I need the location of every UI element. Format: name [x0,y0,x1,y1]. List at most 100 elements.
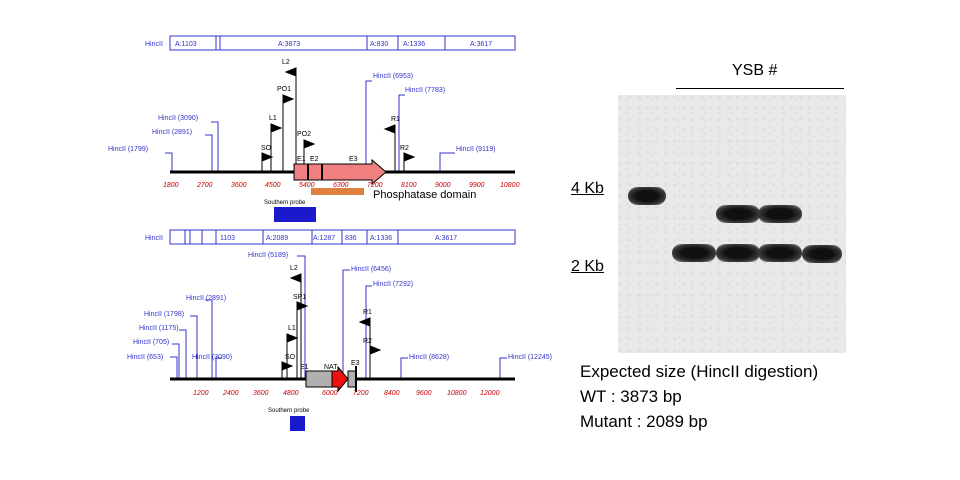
mut-frag-5: A:1336 [370,235,392,242]
mut-site-7292: HincII (7292) [373,281,413,288]
blot-group-underline [676,88,844,89]
mut-tick: 7200 [353,390,369,397]
mut-hincii-sites [170,255,507,379]
wt-probe-label: Southern probe [264,200,306,206]
wt-tick: 8100 [401,182,417,189]
blot-group-label: YSB # [732,62,778,79]
mut-tick: 2400 [222,390,239,397]
blot-band [716,205,760,223]
mut-tick: 10800 [447,390,467,397]
mut-nat-label: NAT [324,364,338,371]
mut-frag-2: A:2089 [266,235,288,242]
wt-tick: 2700 [196,182,213,189]
wt-site-9119: HincII (9119) [456,146,496,153]
wt-legend-bar: HincII A:1103 A:3873 A:830 A:1336 A:3617 [145,35,516,51]
mut-tick: 3600 [253,390,269,397]
mut-frag-1: 1103 [220,235,235,242]
blot-band [802,245,842,263]
mut-tick: 9600 [416,390,432,397]
wt-tick: 10800 [500,182,520,189]
wt-exon-e3: E3 [349,156,358,163]
wt-tick: 7200 [367,182,383,189]
wt-tick: 9000 [435,182,451,189]
mut-site-6456: HincII (6456) [351,266,391,273]
wt-site-3090: HincII (3090) [158,115,198,122]
wt-frag-5: A:3617 [470,41,492,48]
wt-axis-ticks: 1800 2700 3600 4500 5400 6300 7200 8100 … [163,182,520,189]
wt-primer-po1: PO1 [277,86,291,93]
wt-primers [261,67,416,172]
expected-mutant: Mutant : 2089 bp [580,412,708,431]
wt-domain-label: Phosphatase domain [373,189,476,201]
mut-frag-3: A:1287 [313,235,335,242]
wt-legend-label: HincII [145,41,163,48]
wt-frag-4: A:1336 [403,41,425,48]
mut-primer-l1: L1 [288,325,296,332]
blot-band [716,244,760,262]
wt-frag-3: A:830 [370,41,388,48]
wt-phosphatase-domain [311,188,364,195]
mut-primer-r1: R1 [363,309,372,316]
mut-southern-probe [290,416,305,431]
wt-primer-so: SO [261,145,272,152]
wt-frag-1: A:1103 [175,41,197,48]
mut-primer-so: SO [285,354,296,361]
mut-site-3090: HincII (3090) [192,354,232,361]
wt-tick: 9900 [469,182,485,189]
wt-primer-l2: L2 [282,59,290,66]
blot-band [628,187,666,205]
wt-gene: E1 E2 E3 [293,156,387,186]
mut-tick: 6000 [322,390,338,397]
mut-site-12245: HincII (12245) [508,354,552,361]
mut-primer-l2: L2 [290,265,298,272]
mut-exon-e3: E3 [351,360,360,367]
mut-site-653: HincII (653) [127,354,163,361]
blot-band [758,205,802,223]
wt-tick: 4500 [265,182,281,189]
wt-site-7783: HincII (7783) [405,87,445,94]
blot-band [672,244,716,262]
mut-legend-bar: HincII 1103 A:2089 A:1287 836 A:1336 A:3… [145,229,516,245]
wt-exon-e2: E2 [310,156,319,163]
size-marker-2kb: 2 Kb [571,258,604,275]
wt-primer-r1: R1 [391,116,400,123]
wt-southern-probe [274,207,316,222]
mut-frag-4: 836 [345,235,357,242]
wt-map: HincII A:1103 A:3873 A:830 A:1336 A:3617… [108,35,520,222]
mut-tick: 8400 [384,390,400,397]
mut-primer-sp1: SP1 [293,294,306,301]
mut-tick: 12000 [480,390,500,397]
mut-primer-r2: R2 [363,338,372,345]
mut-site-5189: HincII (5189) [248,252,288,259]
mutant-map: HincII 1103 A:2089 A:1287 836 A:1336 A:3… [127,229,552,431]
mut-frag-6: A:3617 [435,235,457,242]
mut-primers [281,273,382,379]
southern-blot-image [618,95,846,353]
wt-primer-l1: L1 [269,115,277,122]
mut-site-2891: HincII (2891) [186,295,226,302]
mut-legend-label: HincII [145,235,163,242]
mut-site-1175: HincII (1175) [139,325,179,332]
mut-gene: E1 NAT E3 [300,360,360,393]
mut-site-8628: HincII (8628) [409,354,449,361]
mut-probe-label: Southern probe [268,408,310,414]
expected-wt: WT : 3873 bp [580,387,682,406]
wt-tick: 5400 [299,182,315,189]
blot-band [758,244,802,262]
mut-tick: 4800 [283,390,299,397]
wt-site-2891: HincII (2891) [152,129,192,136]
wt-frag-2: A:3873 [278,41,300,48]
mut-exon-e1: E1 [300,364,309,371]
wt-exon-e1: E1 [297,156,306,163]
mut-axis-ticks: 1200 2400 3600 4800 6000 7200 8400 9600 … [193,390,500,397]
wt-tick: 6300 [333,182,349,189]
wt-tick: 3600 [231,182,247,189]
expected-title: Expected size (HincII digestion) [580,362,819,381]
gene-map-diagram: HincII A:1103 A:3873 A:830 A:1336 A:3617… [108,35,552,431]
mut-site-705: HincII (705) [133,339,169,346]
wt-site-6953: HincII (6953) [373,73,413,80]
mut-site-1798: HincII (1798) [144,311,184,318]
size-marker-4kb: 4 Kb [571,180,604,197]
wt-primer-r2: R2 [400,145,409,152]
wt-site-1799: HincII (1799) [108,146,148,153]
